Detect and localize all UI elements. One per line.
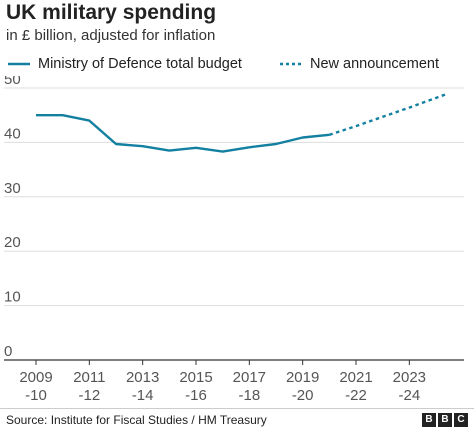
x-tick-label: 2009: [19, 369, 52, 386]
series-line-new-announcement: [328, 92, 448, 136]
x-tick-label-secondary: -22: [345, 387, 367, 404]
legend: Ministry of Defence total budget New ann…: [8, 56, 468, 76]
y-tick-label: 50: [4, 76, 21, 88]
source-note: Source: Institute for Fiscal Studies / H…: [6, 413, 267, 427]
bbc-logo-letter: B: [438, 413, 452, 427]
legend-item-new-announcement: New announcement: [280, 56, 439, 72]
x-tick-label: 2023: [393, 369, 426, 386]
chart-title: UK military spending: [6, 1, 217, 24]
x-tick-label-secondary: -24: [398, 387, 420, 404]
x-tick-label-secondary: -12: [78, 387, 100, 404]
line-chart: 0 10 20 30 40 50 2009-10 2011-12 2013-14 2015-16 2…: [4, 76, 464, 404]
x-tick-label: 2019: [286, 369, 319, 386]
legend-label-mod-budget: Ministry of Defence total budget: [38, 56, 242, 72]
footer: Source: Institute for Fiscal Studies / H…: [0, 410, 474, 430]
x-tick-label-secondary: -10: [25, 387, 47, 404]
x-tick-label: 2015: [179, 369, 212, 386]
x-tick-label: 2021: [339, 369, 372, 386]
legend-label-new-announcement: New announcement: [310, 56, 439, 72]
y-tick-label: 20: [4, 234, 21, 251]
legend-swatch-dashed: [280, 62, 302, 66]
x-tick-label-secondary: -18: [238, 387, 260, 404]
x-tick-label-secondary: -20: [292, 387, 314, 404]
x-tick-label-secondary: -14: [132, 387, 154, 404]
x-tick-label: 2013: [126, 369, 159, 386]
bbc-logo-letter: C: [454, 413, 468, 427]
y-tick-label: 40: [4, 125, 21, 142]
footer-divider: [0, 408, 474, 409]
x-tick-label: 2017: [233, 369, 266, 386]
bbc-logo-letter: B: [422, 413, 436, 427]
y-tick-label: 0: [4, 343, 12, 360]
x-tick-label: 2011: [73, 369, 105, 386]
y-tick-label: 30: [4, 180, 21, 197]
x-tick-label-secondary: -16: [185, 387, 207, 404]
series-line-mod-budget: [36, 114, 330, 153]
y-tick-label: 10: [4, 289, 21, 306]
bbc-logo: B B C: [422, 413, 468, 427]
legend-swatch-solid: [8, 62, 30, 66]
chart-subtitle: in £ billion, adjusted for inflation: [6, 27, 216, 44]
legend-item-mod-budget: Ministry of Defence total budget: [8, 56, 242, 72]
